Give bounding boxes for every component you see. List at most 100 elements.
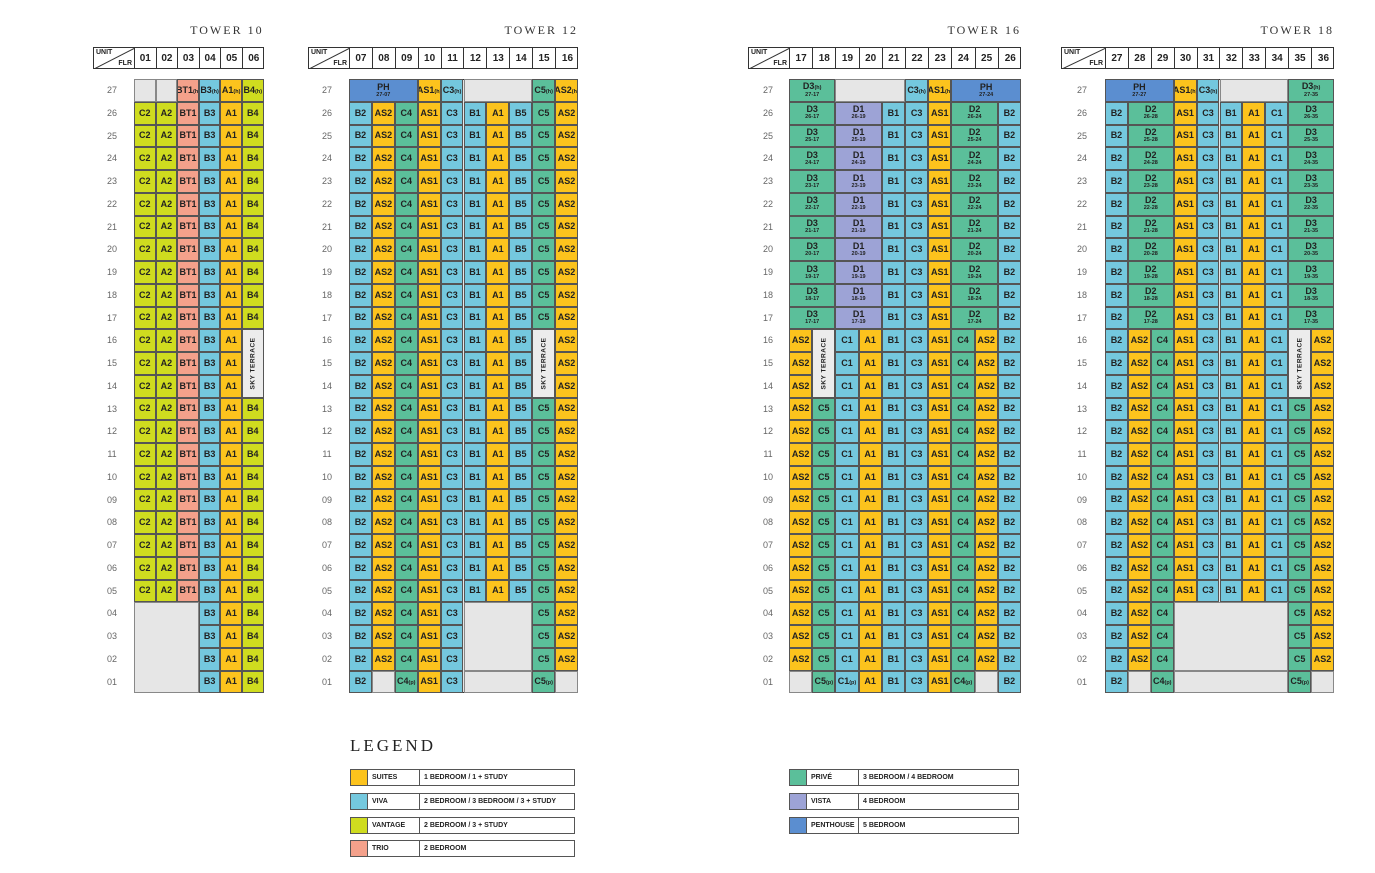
unit-cell[interactable]: C2	[134, 534, 156, 557]
unit-cell[interactable]: B1	[463, 147, 487, 170]
unit-cell[interactable]: A1	[220, 283, 242, 307]
unit-cell[interactable]: BT1	[177, 101, 199, 125]
unit-cell[interactable]: C1	[835, 397, 859, 421]
unit-cell[interactable]: BT1	[177, 374, 199, 398]
unit-cell[interactable]: B1	[881, 579, 905, 603]
unit-cell[interactable]: AS1	[928, 602, 952, 625]
unit-cell[interactable]: C1	[1265, 238, 1289, 261]
unit-cell[interactable]: C1	[1265, 420, 1289, 443]
unit-cell[interactable]: C4	[394, 465, 418, 489]
unit-cell[interactable]: C1	[835, 329, 859, 352]
unit-cell[interactable]: B2	[1105, 511, 1128, 534]
unit-cell[interactable]: D2 26-24	[951, 101, 998, 125]
unit-cell[interactable]: AS2	[371, 488, 395, 512]
unit-cell[interactable]: B1	[881, 647, 905, 671]
unit-cell[interactable]: C4	[951, 329, 975, 352]
unit-cell[interactable]: A2	[155, 465, 178, 489]
unit-cell[interactable]: A2	[155, 329, 178, 352]
unit-cell[interactable]: AS2	[974, 443, 998, 466]
unit-cell[interactable]: B1	[1219, 352, 1243, 375]
unit-cell[interactable]: B1	[881, 192, 905, 216]
unit-cell[interactable]: B4	[242, 579, 264, 603]
unit-cell[interactable]: AS2	[371, 261, 395, 284]
unit-cell[interactable]: BT1	[177, 488, 199, 512]
unit-cell[interactable]: D3(h) 27-17	[789, 79, 836, 102]
unit-cell[interactable]: A1	[1242, 170, 1266, 193]
unit-cell[interactable]: AS2	[789, 556, 813, 580]
unit-cell[interactable]: B1	[463, 170, 487, 193]
unit-cell[interactable]: C4	[951, 374, 975, 398]
unit-cell[interactable]: D2 22-28	[1127, 192, 1174, 216]
unit-cell[interactable]: D1 21-19	[835, 215, 882, 239]
unit-cell[interactable]: A1	[486, 306, 510, 330]
unit-cell[interactable]: C3	[440, 124, 464, 148]
unit-cell[interactable]: AS2	[789, 579, 813, 603]
unit-cell[interactable]: AS2	[1127, 625, 1151, 648]
unit-cell[interactable]: C2	[134, 511, 156, 534]
unit-cell[interactable]: C3	[440, 602, 464, 625]
unit-cell[interactable]: B1	[1219, 374, 1243, 398]
unit-cell[interactable]: AS2	[555, 556, 578, 580]
unit-cell[interactable]: AS1	[417, 261, 441, 284]
unit-cell[interactable]: B3(h)	[198, 79, 221, 102]
unit-cell[interactable]: AS1(h)	[928, 79, 952, 102]
unit-cell[interactable]: C3	[440, 192, 464, 216]
unit-cell[interactable]: C5	[532, 647, 556, 671]
unit-cell[interactable]: B1	[1219, 329, 1243, 352]
unit-cell[interactable]: AS1	[928, 352, 952, 375]
unit-cell[interactable]: B1	[463, 556, 487, 580]
unit-cell[interactable]: AS1	[928, 556, 952, 580]
unit-cell[interactable]: A1	[220, 306, 242, 330]
unit-cell[interactable]: B2	[349, 170, 372, 193]
unit-cell[interactable]: C4	[394, 124, 418, 148]
unit-cell[interactable]: C3	[440, 397, 464, 421]
unit-cell[interactable]: C4	[1150, 329, 1174, 352]
unit-cell[interactable]: A1	[1242, 147, 1266, 170]
unit-cell[interactable]: C2	[134, 306, 156, 330]
unit-cell[interactable]: C5	[532, 556, 556, 580]
unit-cell[interactable]: A1	[220, 488, 242, 512]
unit-cell[interactable]: B1	[1219, 397, 1243, 421]
unit-cell[interactable]: B2	[997, 443, 1021, 466]
unit-cell[interactable]: B4	[242, 625, 264, 648]
unit-cell[interactable]: AS2	[555, 329, 578, 352]
unit-cell[interactable]: C5	[812, 443, 836, 466]
unit-cell[interactable]: C3	[1196, 488, 1220, 512]
unit-cell[interactable]: C5	[1288, 556, 1312, 580]
unit-cell[interactable]: D3 23-35	[1288, 170, 1334, 193]
unit-cell[interactable]: B2	[997, 625, 1021, 648]
unit-cell[interactable]: C3	[905, 670, 929, 694]
unit-cell[interactable]: B2	[1105, 329, 1128, 352]
unit-cell[interactable]: B5	[509, 124, 533, 148]
unit-cell[interactable]: AS2	[789, 443, 813, 466]
unit-cell[interactable]: B3	[198, 101, 221, 125]
unit-cell[interactable]: B5	[509, 329, 533, 352]
unit-cell[interactable]: BT1	[177, 170, 199, 193]
unit-cell[interactable]: AS1	[417, 374, 441, 398]
unit-cell[interactable]: B2	[997, 283, 1021, 307]
unit-cell[interactable]: A1	[1242, 261, 1266, 284]
unit-cell[interactable]: AS2	[555, 511, 578, 534]
unit-cell[interactable]: C4	[1150, 465, 1174, 489]
unit-cell[interactable]: D2 20-28	[1127, 238, 1174, 261]
unit-cell[interactable]: C3	[905, 465, 929, 489]
unit-cell[interactable]: B1	[463, 215, 487, 239]
unit-cell[interactable]: AS1	[417, 579, 441, 603]
unit-cell[interactable]: C3	[905, 420, 929, 443]
unit-cell[interactable]: A2	[155, 192, 178, 216]
unit-cell[interactable]: C1	[835, 534, 859, 557]
unit-cell[interactable]: B3	[198, 170, 221, 193]
unit-cell[interactable]: C3	[905, 556, 929, 580]
unit-cell[interactable]: B3	[198, 374, 221, 398]
unit-cell[interactable]: B2	[997, 124, 1021, 148]
unit-cell[interactable]: AS2	[555, 420, 578, 443]
unit-cell[interactable]: A1	[858, 670, 882, 694]
unit-cell[interactable]: B4	[242, 124, 264, 148]
unit-cell[interactable]: B2	[997, 238, 1021, 261]
unit-cell[interactable]: AS2	[974, 465, 998, 489]
unit-cell[interactable]: C3	[905, 124, 929, 148]
unit-cell[interactable]: AS1	[928, 647, 952, 671]
unit-cell[interactable]: C5	[532, 124, 556, 148]
unit-cell[interactable]: B1	[881, 352, 905, 375]
unit-cell[interactable]: AS1	[417, 556, 441, 580]
